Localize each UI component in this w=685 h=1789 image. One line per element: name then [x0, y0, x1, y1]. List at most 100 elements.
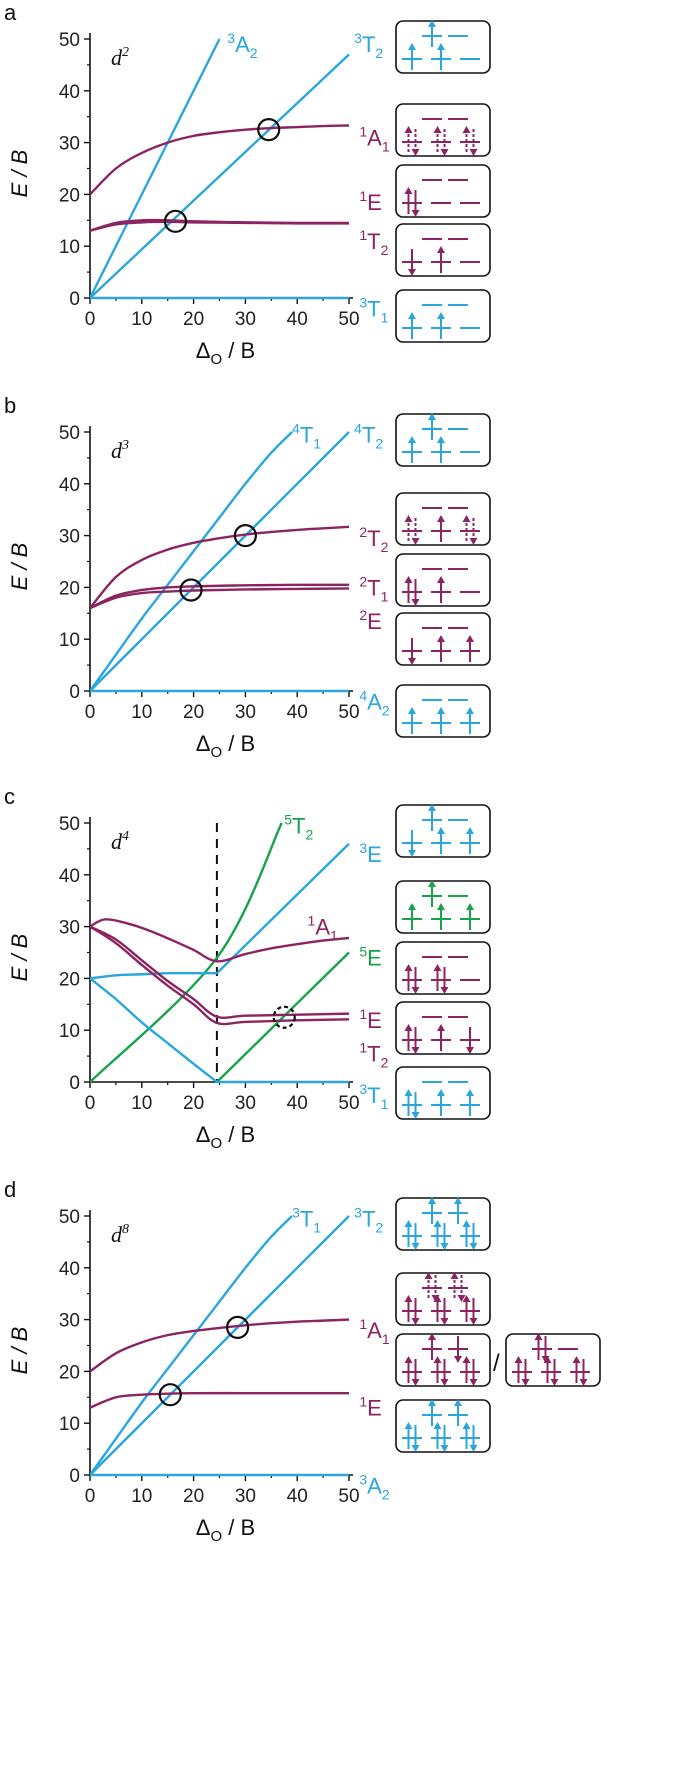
- series-3E: [216, 842, 350, 975]
- term-label-1A1: 1A1: [359, 123, 389, 154]
- y-tick-label: 30: [59, 134, 80, 155]
- y-tick-label: 20: [59, 185, 80, 206]
- y-tick-label: 40: [59, 866, 80, 887]
- series-4T1: [90, 431, 293, 692]
- arrow-head: [579, 1379, 588, 1386]
- config-label: d4: [111, 829, 129, 854]
- arrow-head: [466, 1047, 474, 1054]
- series-group: [90, 822, 350, 1084]
- arrow-head: [404, 1089, 413, 1096]
- term-label-3T2: 3T2: [354, 1205, 383, 1236]
- panel-letter: a: [4, 0, 17, 25]
- arrow-head: [437, 827, 445, 834]
- y-tick-label: 10: [59, 1414, 80, 1435]
- arrow-head: [408, 903, 416, 910]
- series-2T1: [90, 583, 350, 610]
- arrow-head: [466, 1089, 474, 1096]
- arrow-head: [411, 210, 420, 217]
- x-tick-label: 20: [183, 702, 204, 723]
- arrow-head: [408, 43, 416, 50]
- microstate-box: [395, 880, 491, 934]
- x-tick-label: 0: [85, 1093, 96, 1114]
- x-tick-label: 40: [287, 702, 308, 723]
- arrow-head: [454, 1399, 462, 1406]
- series-3A2: [90, 38, 221, 299]
- panel-letter: c: [4, 784, 15, 809]
- arrow-head: [437, 1089, 445, 1096]
- term-label-1T2: 1T2: [359, 1040, 388, 1071]
- arrow-head: [462, 1356, 471, 1363]
- arrow-head: [437, 436, 445, 443]
- microstate-box: [395, 1066, 491, 1120]
- arrow-head: [428, 804, 436, 811]
- microstate-box: [395, 804, 491, 858]
- arrow-head: [469, 149, 478, 156]
- series-1A1: [90, 1318, 350, 1373]
- crossing-circle: [179, 578, 203, 602]
- term-label-1A1: 1A1: [308, 913, 338, 944]
- arrow-head: [408, 436, 416, 443]
- y-tick-label: 50: [59, 30, 80, 51]
- microstate-box: [395, 413, 491, 467]
- term-label-5T2: 5T2: [284, 812, 313, 843]
- panel-letter: b: [4, 393, 16, 418]
- arrow-head: [514, 1356, 523, 1363]
- microstate-box: [395, 1333, 491, 1387]
- arrow-head: [411, 987, 420, 994]
- x-tick-label: 30: [235, 309, 256, 330]
- arrow-head: [428, 413, 436, 420]
- arrow-head: [437, 576, 445, 583]
- microstate-box: [395, 612, 491, 666]
- arrow-head: [404, 1295, 413, 1302]
- term-label-3T2: 3T2: [354, 30, 383, 61]
- arrow-head: [437, 246, 445, 253]
- arrow-head: [437, 43, 445, 50]
- microstate-box: [395, 553, 491, 607]
- y-tick-label: 10: [59, 1021, 80, 1042]
- arrow-head: [433, 1422, 442, 1429]
- arrow-head: [462, 1220, 471, 1227]
- arrow-head: [462, 1295, 471, 1302]
- arrow-head: [428, 880, 436, 887]
- series-1T2: [90, 220, 350, 232]
- arrow-head: [437, 707, 445, 714]
- x-tick-label: 20: [183, 1093, 204, 1114]
- arrow-head: [466, 827, 474, 834]
- series-1E: [90, 925, 350, 1019]
- term-label-2E: 2E: [359, 607, 381, 634]
- arrow-head: [466, 903, 474, 910]
- arrow-head: [428, 1399, 436, 1406]
- series-3T2: [90, 53, 350, 299]
- arrow-head: [408, 850, 416, 857]
- y-tick-label: 20: [59, 969, 80, 990]
- arrow-head: [433, 1220, 442, 1227]
- arrow-head: [411, 1047, 420, 1054]
- panel-c: c 0 10 20 30 40 50 0 10 20 30 40 50 E / B ΔO / B d4 5T2 3…: [4, 784, 491, 1152]
- microstate-box: [395, 20, 491, 74]
- microstate-box: [395, 223, 491, 277]
- x-tick-label: 30: [235, 702, 256, 723]
- y-tick-label: 0: [69, 682, 80, 703]
- arrow-head: [404, 1024, 413, 1031]
- term-label-3A2: 3A2: [359, 1471, 389, 1502]
- arrow-head: [572, 1356, 581, 1363]
- arrow-head: [469, 538, 478, 545]
- arrow-head: [404, 187, 413, 194]
- x-tick-label: 20: [183, 1486, 204, 1507]
- arrow-head: [404, 126, 413, 133]
- arrow-head: [469, 1445, 478, 1452]
- series-3T1-low: [90, 977, 218, 1083]
- arrow-head: [411, 599, 420, 606]
- term-label-1T2: 1T2: [359, 227, 388, 258]
- series-3T2: [90, 1215, 350, 1476]
- arrow-head: [411, 1318, 420, 1325]
- x-tick-label: 10: [131, 1093, 152, 1114]
- microstate-box: [395, 1399, 491, 1453]
- crossing-circle: [272, 1005, 296, 1029]
- term-label-3T1: 3T1: [359, 294, 388, 325]
- y-tick-label: 50: [59, 814, 80, 835]
- series-5E: [216, 951, 350, 1083]
- microstate-box: [395, 1197, 491, 1251]
- arrow-head: [440, 149, 449, 156]
- config-label: d2: [111, 45, 129, 70]
